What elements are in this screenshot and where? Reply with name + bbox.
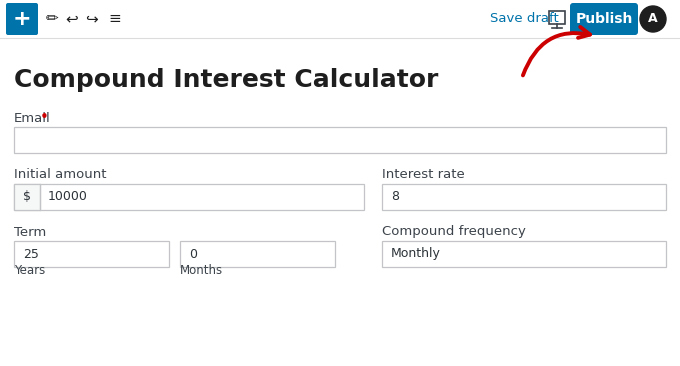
Circle shape: [640, 6, 666, 32]
FancyBboxPatch shape: [382, 184, 666, 210]
Text: Email: Email: [14, 112, 51, 124]
Text: 25: 25: [23, 247, 39, 261]
Text: Term: Term: [14, 225, 46, 239]
Text: +: +: [13, 9, 31, 29]
Text: 0: 0: [189, 247, 197, 261]
Text: •: •: [40, 109, 49, 124]
FancyBboxPatch shape: [180, 241, 335, 267]
Text: Save draft: Save draft: [490, 12, 559, 26]
FancyBboxPatch shape: [14, 184, 40, 210]
FancyBboxPatch shape: [6, 3, 38, 35]
FancyBboxPatch shape: [14, 184, 364, 210]
Text: Interest rate: Interest rate: [382, 168, 464, 182]
Text: 10000: 10000: [48, 190, 88, 203]
Text: Compound frequency: Compound frequency: [382, 225, 526, 239]
Text: Publish: Publish: [575, 12, 632, 26]
FancyBboxPatch shape: [382, 241, 666, 267]
FancyBboxPatch shape: [14, 127, 666, 153]
FancyBboxPatch shape: [0, 0, 680, 38]
Text: ↩: ↩: [66, 11, 78, 26]
Text: Months: Months: [180, 265, 223, 277]
Text: $: $: [23, 190, 31, 203]
Text: ✏: ✏: [46, 11, 58, 26]
Text: A: A: [648, 12, 658, 26]
Text: Compound Interest Calculator: Compound Interest Calculator: [14, 68, 439, 92]
FancyBboxPatch shape: [570, 3, 638, 35]
FancyBboxPatch shape: [14, 241, 169, 267]
Text: ≡: ≡: [109, 11, 121, 26]
Text: ↪: ↪: [86, 11, 99, 26]
Text: Initial amount: Initial amount: [14, 168, 107, 182]
Text: Years: Years: [14, 265, 46, 277]
Text: Monthly: Monthly: [391, 247, 441, 261]
Text: 8: 8: [391, 190, 399, 203]
